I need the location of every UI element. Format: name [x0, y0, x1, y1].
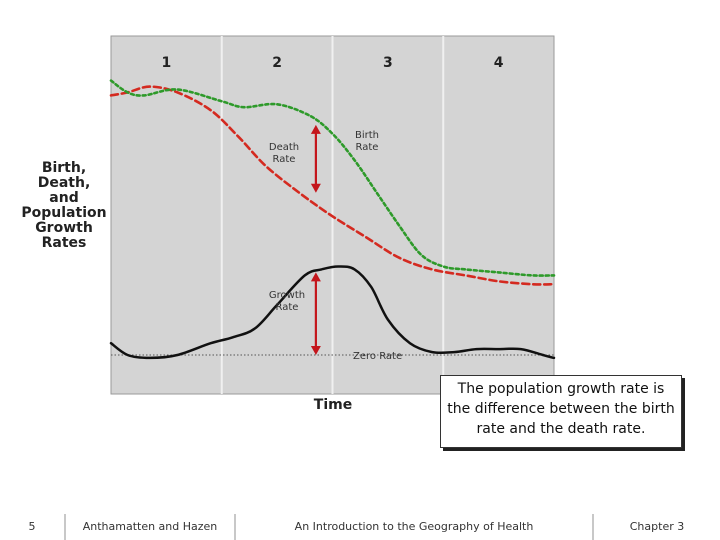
x-axis-label: Time: [313, 397, 353, 413]
footer-authors: Anthamatten and Hazen: [82, 520, 218, 533]
stage-label-4: 4: [494, 55, 504, 71]
gap-between-birth-and-death-arrow: [310, 124, 321, 193]
y-axis-label-line: Population: [21, 205, 107, 221]
birth-rate-line: [109, 79, 556, 277]
y-axis-label-line: Rates: [41, 235, 87, 251]
zero-rate-label: Zero Rate: [353, 351, 402, 362]
growth-rate-label: Growth Rate: [269, 290, 305, 313]
footer-book-title: An Introduction to the Geography of Heal…: [294, 520, 534, 533]
death-rate-label: Death Rate: [269, 142, 299, 165]
y-axis-label-line: Death,: [37, 175, 91, 191]
footer: 5 Anthamatten and Hazen An Introduction …: [0, 514, 720, 540]
y-axis-label: Birth, Death, and Population Growth Rates: [14, 161, 114, 251]
footer-divider: [592, 514, 594, 540]
birth-rate-label: Birth Rate: [355, 130, 379, 153]
stage-label-1: 1: [162, 55, 172, 71]
growth-rate-callout: The population growth rate is the differ…: [440, 375, 682, 448]
footer-divider: [64, 514, 66, 540]
death-rate-line: [109, 85, 556, 286]
y-axis-label-line: Growth: [35, 220, 93, 236]
page-number: 5: [28, 520, 36, 533]
growth-rate-line: [109, 265, 556, 360]
y-axis-label-line: and: [49, 190, 79, 206]
footer-chapter: Chapter 3: [629, 520, 685, 533]
footer-divider: [234, 514, 236, 540]
stage-label-3: 3: [383, 55, 393, 71]
growth-above-zero-arrow: [310, 272, 321, 355]
y-axis-label-line: Birth,: [41, 160, 87, 176]
stage-label-2: 2: [272, 55, 282, 71]
